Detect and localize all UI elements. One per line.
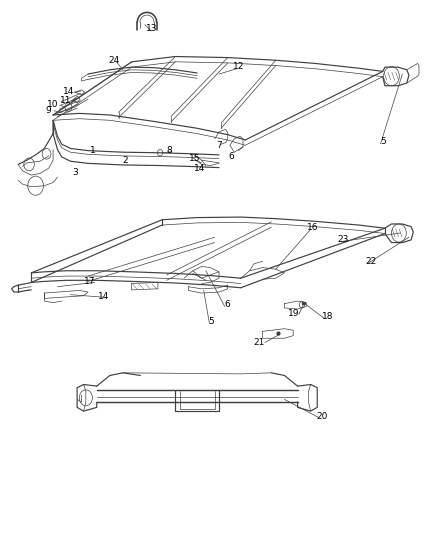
Text: 6: 6 [224, 300, 230, 309]
Text: 22: 22 [365, 257, 377, 265]
Text: 14: 14 [194, 164, 205, 173]
Text: 19: 19 [288, 309, 300, 318]
Text: 6: 6 [228, 152, 234, 161]
Text: 13: 13 [145, 25, 157, 34]
Text: 5: 5 [208, 317, 215, 326]
Text: 8: 8 [166, 146, 172, 155]
Text: 1: 1 [89, 146, 95, 155]
Text: 23: 23 [338, 236, 349, 245]
Text: 18: 18 [321, 312, 333, 321]
Text: 7: 7 [216, 141, 222, 150]
Text: 17: 17 [85, 277, 96, 286]
Text: 24: 24 [109, 56, 120, 64]
Text: 20: 20 [316, 412, 327, 421]
Text: 12: 12 [233, 62, 244, 71]
Text: 2: 2 [122, 156, 128, 165]
Text: 3: 3 [72, 168, 78, 177]
Text: 16: 16 [307, 223, 318, 232]
Text: 5: 5 [380, 137, 385, 146]
Text: 21: 21 [254, 338, 265, 347]
Text: 14: 14 [98, 292, 109, 301]
Text: 10: 10 [47, 100, 59, 109]
Text: 15: 15 [189, 154, 201, 163]
Text: 9: 9 [46, 106, 52, 115]
Text: 11: 11 [60, 96, 71, 105]
Text: 14: 14 [63, 87, 74, 96]
